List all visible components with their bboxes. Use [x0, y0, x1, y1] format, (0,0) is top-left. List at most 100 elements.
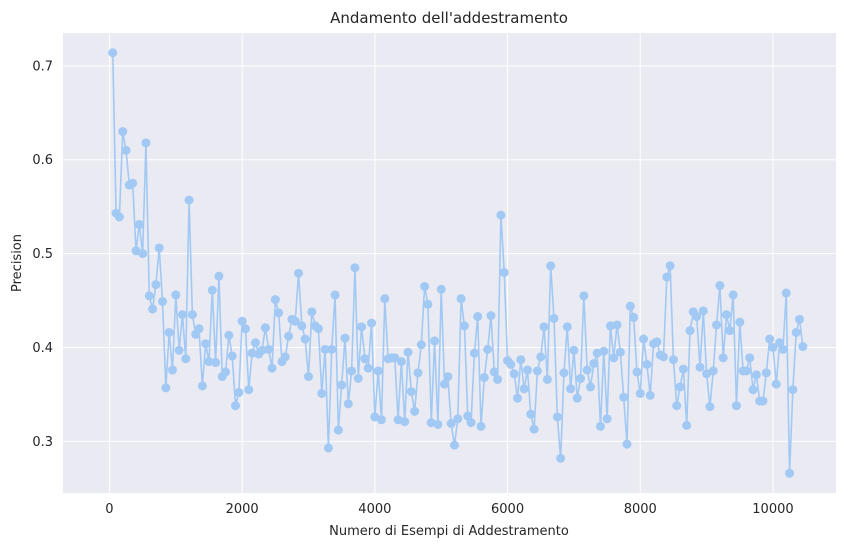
- data-point: [542, 374, 552, 384]
- data-point: [546, 261, 556, 271]
- data-point: [513, 393, 523, 403]
- data-point: [469, 348, 479, 358]
- data-point: [214, 271, 224, 281]
- data-point: [167, 365, 177, 375]
- data-point: [134, 220, 144, 230]
- data-point: [257, 345, 267, 355]
- data-point: [108, 48, 118, 58]
- data-point: [284, 331, 294, 341]
- data-point: [280, 352, 290, 362]
- data-point: [436, 284, 446, 294]
- data-point: [479, 373, 489, 383]
- data-point: [589, 358, 599, 368]
- data-point: [449, 440, 459, 450]
- data-point: [260, 323, 270, 333]
- data-point: [224, 330, 234, 340]
- data-point: [675, 382, 685, 392]
- data-point: [234, 388, 244, 398]
- data-point: [423, 299, 433, 309]
- data-point: [549, 313, 559, 323]
- data-point: [692, 312, 702, 322]
- data-point: [207, 285, 217, 295]
- data-point: [294, 268, 304, 278]
- data-point: [187, 310, 197, 320]
- data-point: [798, 342, 808, 352]
- data-point: [751, 370, 761, 380]
- data-point: [323, 443, 333, 453]
- data-point: [320, 344, 330, 354]
- data-point: [270, 295, 280, 305]
- data-point: [231, 401, 241, 411]
- data-point: [181, 354, 191, 364]
- data-point: [731, 401, 741, 411]
- x-tick-label: 2000: [226, 502, 259, 517]
- data-point: [300, 334, 310, 344]
- data-point: [576, 373, 586, 383]
- data-point: [373, 366, 383, 376]
- data-point: [605, 321, 615, 331]
- data-point: [244, 385, 254, 395]
- data-point: [121, 145, 131, 155]
- data-point: [532, 366, 542, 376]
- data-point: [609, 353, 619, 363]
- data-point: [725, 326, 735, 336]
- data-point: [715, 281, 725, 291]
- data-point: [240, 324, 250, 334]
- data-point: [313, 324, 323, 334]
- data-point: [529, 424, 539, 434]
- data-point: [177, 310, 187, 320]
- data-point: [768, 342, 778, 352]
- data-point: [668, 355, 678, 365]
- data-point: [625, 301, 635, 311]
- data-point: [781, 288, 791, 298]
- data-point: [509, 369, 519, 379]
- data-point: [118, 127, 128, 137]
- data-point: [357, 322, 367, 332]
- y-axis-label: Precision: [10, 234, 25, 292]
- data-point: [522, 365, 532, 375]
- data-point: [317, 388, 327, 398]
- data-point: [174, 345, 184, 355]
- data-point: [615, 347, 625, 357]
- data-point: [486, 311, 496, 321]
- data-point: [519, 384, 529, 394]
- data-point: [602, 414, 612, 424]
- data-point: [221, 367, 231, 377]
- data-point: [622, 439, 632, 449]
- data-point: [496, 210, 506, 220]
- data-point: [499, 267, 509, 277]
- data-point: [403, 347, 413, 357]
- data-point: [154, 243, 164, 253]
- data-point: [698, 306, 708, 316]
- data-point: [128, 178, 138, 188]
- data-point: [735, 317, 745, 327]
- data-point: [413, 368, 423, 378]
- data-point: [562, 322, 572, 332]
- data-point: [164, 327, 174, 337]
- data-point: [390, 353, 400, 363]
- data-point: [148, 304, 158, 314]
- data-point: [685, 326, 695, 336]
- data-point: [483, 344, 493, 354]
- data-point: [536, 352, 546, 362]
- data-point: [446, 419, 456, 429]
- data-point: [678, 364, 688, 374]
- grid: [63, 33, 836, 493]
- data-point: [705, 402, 715, 412]
- x-tick-label: 4000: [358, 502, 391, 517]
- data-point: [795, 314, 805, 324]
- data-point: [778, 344, 788, 354]
- data-point: [204, 357, 214, 367]
- data-point: [758, 396, 768, 406]
- data-point: [440, 379, 450, 389]
- data-point: [396, 357, 406, 367]
- data-point: [586, 382, 595, 392]
- data-point: [665, 261, 675, 271]
- series-precision: [108, 48, 808, 478]
- data-point: [247, 348, 257, 358]
- data-point: [380, 294, 390, 304]
- data-point: [745, 353, 755, 363]
- data-point: [453, 414, 463, 424]
- data-point: [410, 406, 420, 416]
- data-point: [765, 334, 775, 344]
